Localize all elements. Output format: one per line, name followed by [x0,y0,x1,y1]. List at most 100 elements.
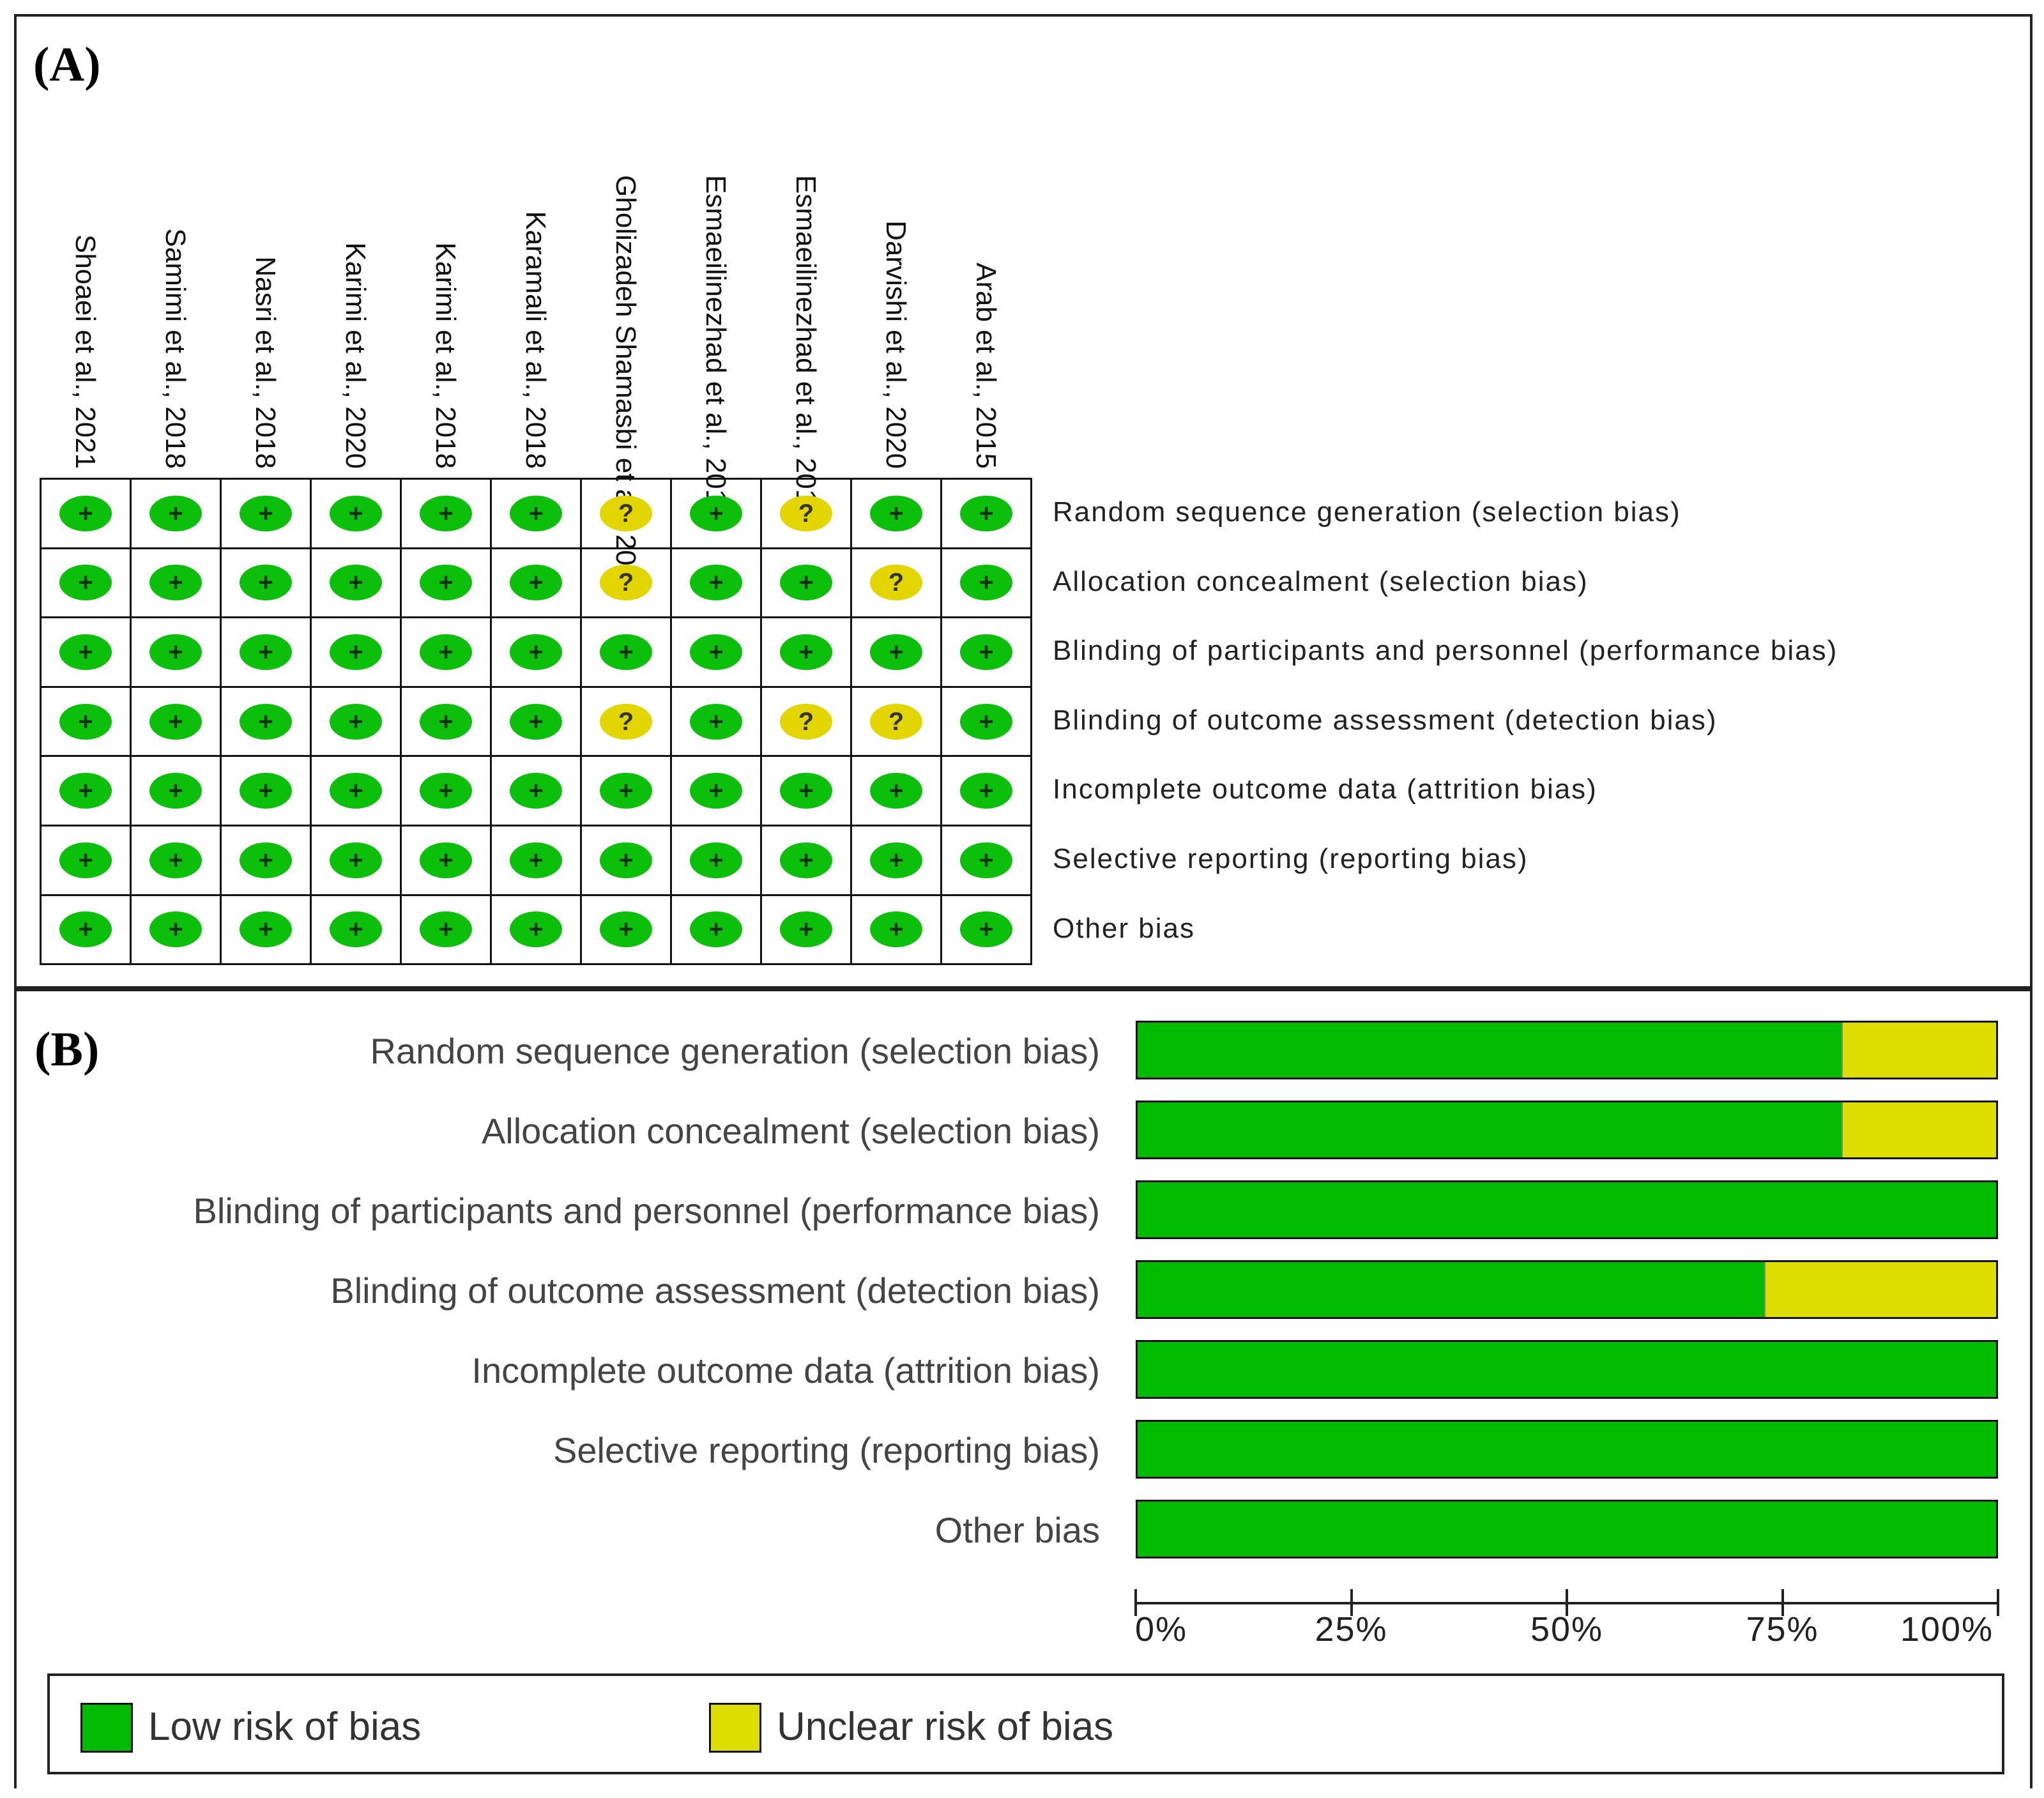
grid-cell: + [490,894,582,966]
low-risk-mark: + [59,565,112,601]
grid-cell: ? [580,685,672,758]
graph-row-label: Other bias [934,1510,1100,1550]
grid-cell: + [940,478,1032,549]
x-tick-label: 50% [1530,1610,1604,1649]
x-tick [1997,1589,1999,1616]
low-risk-mark: + [149,703,202,740]
grid-cell: + [220,755,312,827]
low-risk-mark: + [690,703,742,740]
stacked-bar [1136,1340,1998,1399]
x-tick [1134,1589,1137,1616]
low-risk-mark: + [330,911,382,948]
grid-cell: + [760,894,852,966]
grid-cell: ? [850,685,942,758]
grid-cell: + [400,478,492,549]
unclear-risk-mark: ? [870,703,922,740]
low-risk-mark: + [690,773,742,809]
graph-row-label: Allocation concealment (selection bias) [481,1111,1100,1151]
low-risk-mark: + [240,495,292,531]
low-risk-mark: + [59,634,112,670]
low-risk-mark: + [510,911,562,948]
low-risk-mark: + [600,911,652,948]
grid-cell: + [670,685,762,758]
bar-segment-low [1138,1502,1996,1557]
low-risk-mark: + [420,911,472,948]
grid-cell: + [670,616,762,688]
low-risk-mark: + [780,634,832,670]
stacked-bar [1136,1021,1998,1079]
bar-segment-low [1138,1422,1996,1477]
low-risk-mark: + [59,842,112,878]
low-risk-mark: + [59,495,112,531]
grid-row: + + + + + + + + + + + [40,755,1032,827]
panel-a-label: (A) [33,38,101,91]
grid-cell: + [940,755,1032,827]
grid-cell: + [850,478,942,549]
x-tick [1350,1589,1353,1616]
study-header: Gholizadeh Shamasbi et al., 2018 [609,175,641,597]
grid-cell: + [220,685,312,758]
grid-row: + + + + + + + + + + + [40,616,1032,688]
study-header: Karimi et al., 2018 [429,242,461,469]
summary-row-label: Selective reporting (reporting bias) [1053,843,1529,874]
grid-cell: + [310,685,402,758]
study-header: Arab et al., 2015 [970,263,1002,469]
graph-row-label: Selective reporting (reporting bias) [553,1430,1100,1470]
grid-cell: + [220,894,312,966]
graph-row-label: Blinding of outcome assessment (detectio… [330,1270,1100,1311]
low-risk-mark: + [510,565,562,601]
bar-segment-unclear [1764,1262,1996,1317]
low-risk-mark: + [960,911,1012,948]
grid-cell: + [490,616,582,688]
summary-row-label: Blinding of participants and personnel (… [1053,635,1838,667]
grid-cell: + [580,616,672,688]
grid-cell: + [940,824,1032,896]
grid-cell: + [220,547,312,619]
grid-cell: + [130,755,222,827]
stacked-bar [1136,1500,1998,1558]
low-risk-mark: + [240,634,292,670]
low-risk-mark: + [240,565,292,601]
summary-row-label: Blinding of outcome assessment (detectio… [1053,704,1718,736]
unclear-risk-mark: ? [600,565,652,601]
unclear-risk-mark: ? [870,565,922,601]
grid-row: + + + + + + + + + + + [40,894,1032,966]
low-risk-mark: + [690,565,742,601]
grid-row: + + + + + +? + +? + [40,547,1032,619]
grid-cell: + [850,894,942,966]
study-header: Esmaeilinezhad et al., 2018 [789,175,821,521]
grid-cell: + [760,616,852,688]
grid-cell: + [580,755,672,827]
grid-cell: + [130,824,222,896]
grid-cell: + [310,616,402,688]
low-risk-mark: + [240,842,292,878]
grid-cell: + [580,894,672,966]
grid-cell: + [760,824,852,896]
study-header: Shoaei et al., 2021 [69,234,101,469]
risk-of-bias-grid: + + + + + +? +? + + + + + + + +? + +? + + + + + + + + + + + + + + + + + +?… [40,478,1032,966]
grid-cell: + [310,547,402,619]
low-risk-mark: + [240,773,292,809]
grid-cell: + [850,755,942,827]
low-risk-mark: + [870,495,922,531]
graph-row-label: Random sequence generation (selection bi… [370,1031,1100,1071]
grid-cell: + [760,547,852,619]
summary-row-label: Other bias [1053,912,1195,944]
grid-cell: + [220,824,312,896]
grid-cell: + [400,894,492,966]
unclear-risk-mark: ? [600,703,652,740]
low-risk-mark: + [420,703,472,740]
low-risk-mark: + [960,703,1012,740]
legend: Low risk of bias Unclear risk of bias [47,1673,2004,1774]
grid-cell: + [490,547,582,619]
low-risk-mark: + [420,842,472,878]
low-risk-mark: + [510,773,562,809]
summary-row-label: Allocation concealment (selection bias) [1053,565,1589,597]
grid-cell: + [40,685,132,758]
low-risk-mark: + [600,842,652,878]
low-risk-mark: + [600,773,652,809]
grid-cell: ? [580,478,672,549]
low-risk-mark: + [330,703,382,740]
low-risk-mark: + [690,842,742,878]
low-risk-mark: + [690,634,742,670]
